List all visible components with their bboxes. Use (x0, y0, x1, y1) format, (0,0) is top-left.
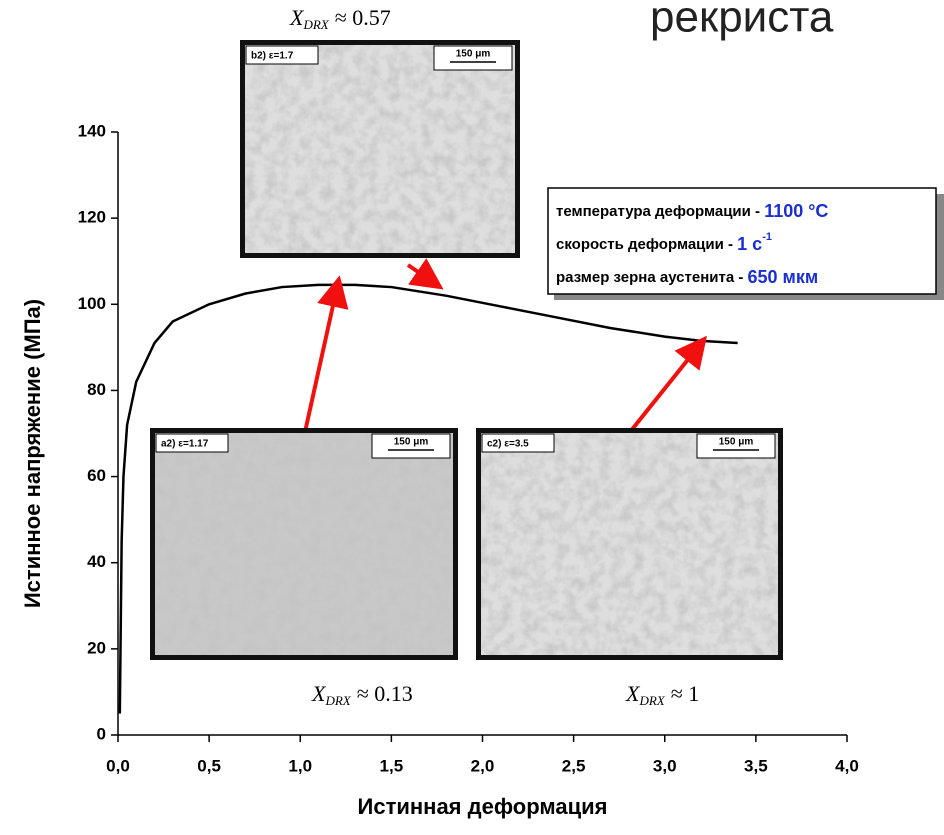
inset-label: b2) ε=1.7 (251, 51, 294, 62)
arrow (408, 265, 437, 285)
y-tick-label: 40 (87, 552, 106, 571)
chart: рекриста 0,0 0,5 1,0 1,5 2,0 2,5 3,0 3,5 4,0 0 20 4… (0, 0, 944, 835)
arrow (305, 283, 338, 432)
x-tick-label: 3,0 (653, 756, 677, 775)
condition: размер зерна аустенита - 650 мкм (556, 267, 818, 287)
drx-value: ≈ 0.13 (357, 681, 413, 706)
drx-fraction: XDRX≈ 1 (625, 681, 699, 708)
x-tick-label: 3,5 (744, 756, 768, 775)
condition-label: скорость деформации - (556, 236, 737, 253)
x-axis-label: Истинная деформация (358, 794, 608, 819)
x-tick-label: 2,0 (471, 756, 495, 775)
micrograph-texture (155, 433, 453, 655)
condition-value: 1100 °C (764, 201, 828, 221)
drx-subscript: DRX (324, 693, 351, 708)
condition-value: 650 мкм (748, 267, 819, 287)
condition-label: размер зерна аустенита - (556, 269, 748, 286)
x-tick-label: 2,5 (562, 756, 586, 775)
y-tick-label: 120 (78, 208, 106, 227)
drx-subscript: DRX (302, 17, 329, 32)
arrow (630, 342, 702, 432)
drx-subscript: DRX (638, 693, 665, 708)
y-tick-label: 140 (78, 121, 106, 140)
y-axis-label: Истинное напряжение (МПа) (20, 299, 45, 608)
drx-value: ≈ 0.57 (335, 5, 391, 30)
scale-label: 150 μm (719, 437, 754, 448)
micrograph-inset: c2) ε=3.5 150 μm (476, 428, 783, 660)
micrograph-inset: a2) ε=1.17 150 μm (150, 428, 458, 660)
heading: рекриста (650, 0, 834, 42)
x-tick-label: 1,5 (380, 756, 404, 775)
micrograph-inset: b2) ε=1.7 150 μm (240, 40, 520, 258)
drx-fraction: XDRX≈ 0.57 (289, 5, 391, 32)
drx-fraction: XDRX≈ 0.13 (311, 681, 413, 708)
micrograph-texture (245, 45, 515, 253)
drx-value: ≈ 1 (671, 681, 700, 706)
micrograph-texture (481, 433, 778, 655)
x-tick-label: 0,0 (106, 756, 130, 775)
scale-label: 150 μm (394, 437, 429, 448)
condition-label: температура деформации - (556, 203, 764, 220)
x-tick-label: 0,5 (197, 756, 221, 775)
y-tick-label: 0 (97, 724, 106, 743)
x-tick-label: 4,0 (835, 756, 859, 775)
x-tick-label: 1,0 (288, 756, 312, 775)
y-tick-label: 80 (87, 380, 106, 399)
inset-label: c2) ε=3.5 (487, 439, 529, 450)
y-tick-label: 100 (78, 294, 106, 313)
scale-label: 150 μm (456, 49, 491, 60)
condition-superscript: -1 (762, 231, 772, 243)
y-tick-label: 60 (87, 466, 106, 485)
condition-value: 1 с (737, 234, 762, 254)
condition: температура деформации - 1100 °C (556, 201, 828, 221)
y-tick-label: 20 (87, 638, 106, 657)
inset-label: a2) ε=1.17 (161, 439, 209, 450)
